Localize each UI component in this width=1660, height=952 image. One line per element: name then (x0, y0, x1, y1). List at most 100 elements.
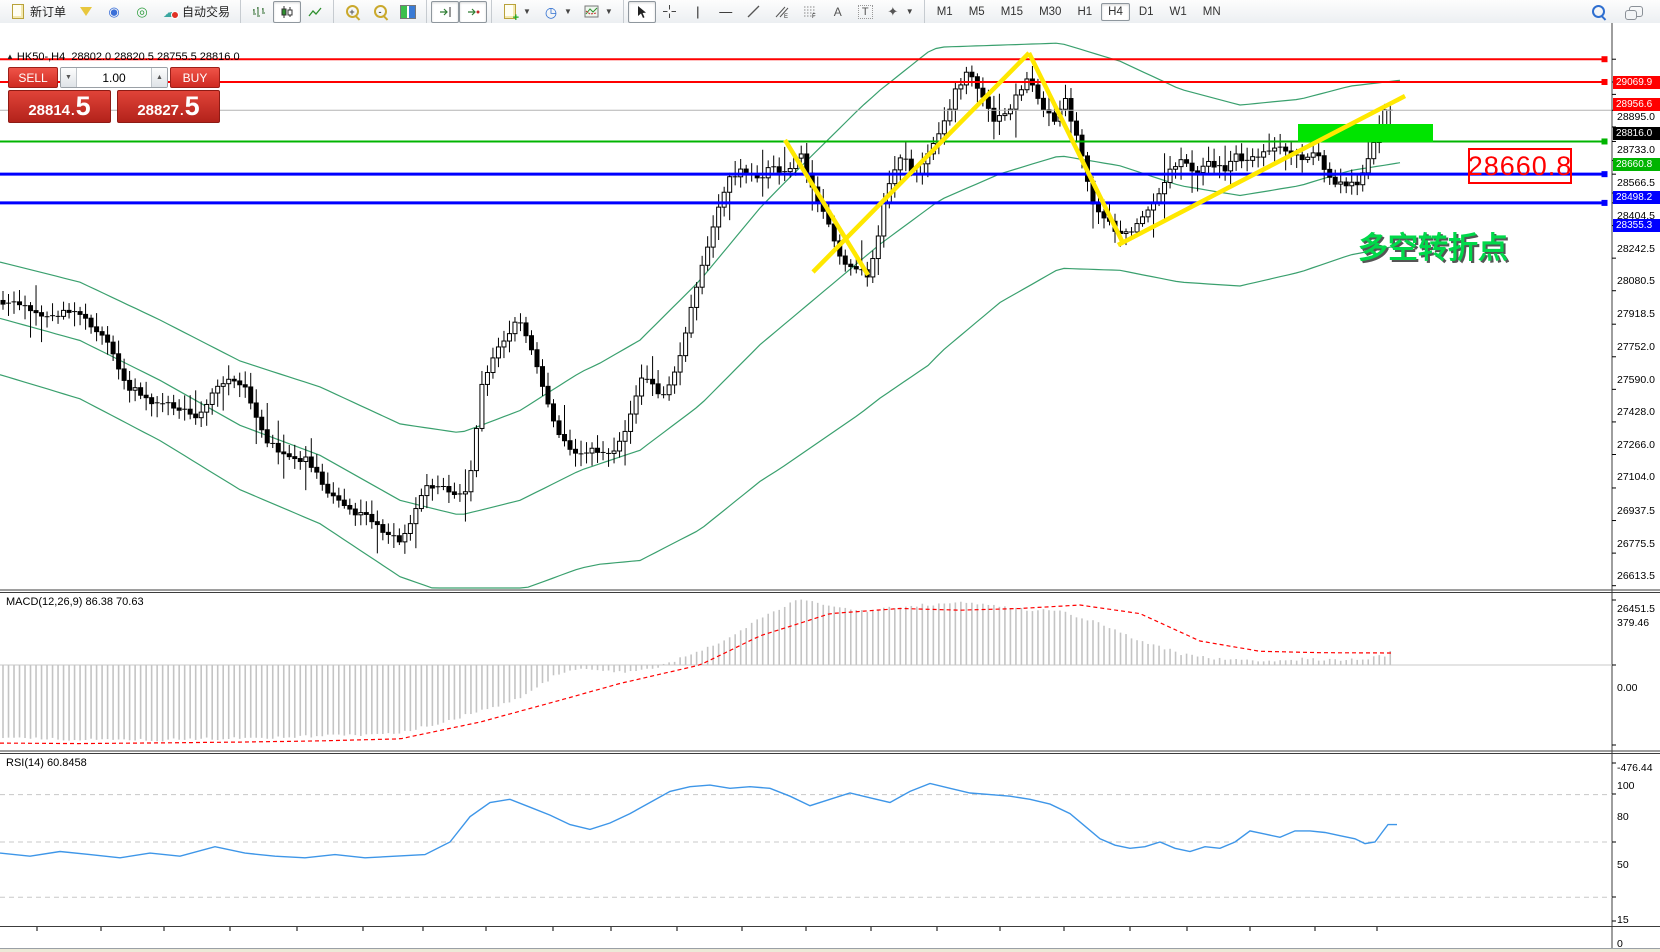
svg-text:E: E (784, 14, 788, 18)
chart-line-icon (307, 4, 323, 20)
hline-icon: — (719, 3, 733, 19)
new-order-icon (10, 4, 26, 20)
buy-price-pip: 5 (184, 91, 200, 121)
chat-button[interactable] (1622, 1, 1650, 23)
fibonacci-tool-button[interactable]: F (796, 1, 824, 23)
period-button[interactable]: ◷ ▼ (537, 1, 578, 23)
timeframe-M15[interactable]: M15 (1000, 5, 1024, 18)
price-level-callout: 28660.8 (1468, 148, 1572, 184)
sell-price[interactable]: 28814. 5 (8, 90, 111, 123)
chevron-down-icon: ▼ (604, 7, 613, 16)
chart-header: ▲ HK50-,H4 28802.0 28820.5 28755.5 28816.… (6, 51, 240, 63)
price-tag-28355.3: 28355.3 (1613, 219, 1660, 233)
volume-decrease-button[interactable]: ▼ (61, 68, 77, 87)
price-tag-28660.8: 28660.8 (1613, 157, 1660, 171)
shapes-tool-button[interactable]: ✦ ▼ (879, 1, 920, 23)
cursor-tool-button[interactable] (627, 0, 656, 23)
chart-candles-button[interactable] (273, 0, 302, 23)
price-tag-28956.6: 28956.6 (1613, 98, 1660, 112)
chart-ohlc: 28802.0 28820.5 28755.5 28816.0 (71, 51, 240, 63)
rsi-scale-label: 15 (1617, 914, 1629, 926)
zoom-in-icon: + (344, 4, 360, 20)
tile-windows-button[interactable] (394, 1, 422, 23)
chart-shift-button[interactable] (431, 0, 460, 23)
trendline-icon (746, 4, 762, 20)
chart-bars-icon (251, 4, 267, 20)
auto-trading-label: 自动交易 (182, 5, 231, 19)
price-tag-28816.0: 28816.0 (1613, 126, 1660, 140)
macd-scale-label: 0.00 (1617, 682, 1638, 694)
chart-canvas[interactable] (0, 23, 1660, 952)
zoom-out-button[interactable]: - (366, 1, 394, 23)
channel-icon: E (774, 4, 790, 20)
timeframe-M1[interactable]: M1 (936, 5, 953, 18)
price-tick-label: 28566.5 (1617, 177, 1655, 190)
channel-tool-button[interactable]: E (768, 1, 796, 23)
chart-bars-button[interactable] (245, 1, 273, 23)
chart-area[interactable]: ▲ HK50-,H4 28802.0 28820.5 28755.5 28816.… (0, 23, 1660, 952)
rsi-scale-label: 100 (1617, 780, 1635, 792)
sell-button[interactable]: SELL (8, 67, 58, 88)
trendline-tool-button[interactable] (740, 1, 768, 23)
search-button[interactable] (1584, 1, 1612, 23)
radar-button[interactable]: ◎ (128, 1, 156, 23)
new-order-button[interactable]: 新订单 (4, 0, 72, 23)
text-icon: A (833, 4, 842, 19)
chat-icon (1625, 4, 1644, 20)
vline-icon: | (696, 3, 700, 19)
timeframe-MN[interactable]: MN (1202, 5, 1221, 18)
chevron-down-icon: ▼ (563, 7, 572, 16)
chart-line-button[interactable] (301, 1, 329, 23)
auto-trading-button[interactable]: ☁ 自动交易 (156, 0, 236, 23)
timeframe-D1[interactable]: D1 (1138, 5, 1154, 18)
chevron-down-icon: ▼ (905, 7, 914, 16)
price-tag-28498.2: 28498.2 (1613, 190, 1660, 204)
buy-button[interactable]: BUY (170, 67, 220, 88)
auto-scroll-icon (465, 4, 481, 20)
new-order-label: 新订单 (30, 5, 67, 19)
autotrade-icon: ☁ (163, 3, 180, 20)
vline-tool-button[interactable]: | (684, 1, 712, 23)
funnel-button[interactable] (72, 1, 100, 23)
period-icon: ◷ (544, 3, 558, 20)
chart-shift-icon (437, 4, 453, 20)
buy-price[interactable]: 28827. 5 (117, 90, 220, 123)
price-tag-29069.9: 29069.9 (1613, 75, 1660, 89)
toolbar-group-tools: | — E F A T ✦ ▼ (622, 0, 924, 23)
sell-price-pip: 5 (75, 91, 91, 121)
price-tick-label: 26613.5 (1617, 570, 1655, 583)
text-tool-button[interactable]: A (824, 1, 852, 23)
radar-icon: ◎ (136, 3, 148, 19)
profile-button[interactable]: ◉ (100, 1, 128, 23)
auto-scroll-button[interactable] (459, 0, 488, 23)
timeframe-W1[interactable]: W1 (1169, 5, 1187, 18)
hline-tool-button[interactable]: — (712, 1, 740, 23)
volume-value[interactable]: 1.00 (102, 70, 126, 85)
add-indicator-button[interactable]: + ▼ (496, 1, 537, 24)
label-tool-button[interactable]: T (852, 2, 879, 22)
timeframe-M30[interactable]: M30 (1039, 5, 1062, 18)
sell-price-point: . (71, 103, 75, 118)
collapse-triangle-icon[interactable]: ▲ (6, 52, 14, 61)
timeframe-H4[interactable]: H4 (1101, 2, 1130, 21)
price-tick-label: 26937.5 (1617, 504, 1655, 517)
shapes-icon: ✦ (887, 3, 899, 19)
timeframe-H1[interactable]: H1 (1077, 5, 1093, 18)
zoom-in-button[interactable]: + (338, 1, 366, 23)
price-tick-label: 28733.0 (1617, 143, 1655, 156)
toolbar-group-objects: + ▼ ◷ ▼ ▼ (491, 0, 623, 24)
timeframe-M5[interactable]: M5 (968, 5, 985, 18)
funnel-icon (78, 4, 94, 20)
chart-candles-icon (279, 4, 295, 20)
volume-increase-button[interactable]: ▲ (151, 68, 167, 87)
volume-spinner[interactable]: ▼ 1.00 ▲ (60, 67, 168, 88)
fibonacci-icon: F (802, 4, 818, 20)
price-tick-label: 27266.0 (1617, 438, 1655, 451)
price-tick-label: 28242.5 (1617, 242, 1655, 255)
crosshair-tool-button[interactable] (656, 1, 684, 23)
price-tick-label: 28080.5 (1617, 275, 1655, 288)
rsi-scale-label: 0 (1617, 938, 1623, 950)
templates-button[interactable]: ▼ (578, 1, 619, 23)
turning-point-annotation: 多空转折点 (1358, 232, 1508, 265)
